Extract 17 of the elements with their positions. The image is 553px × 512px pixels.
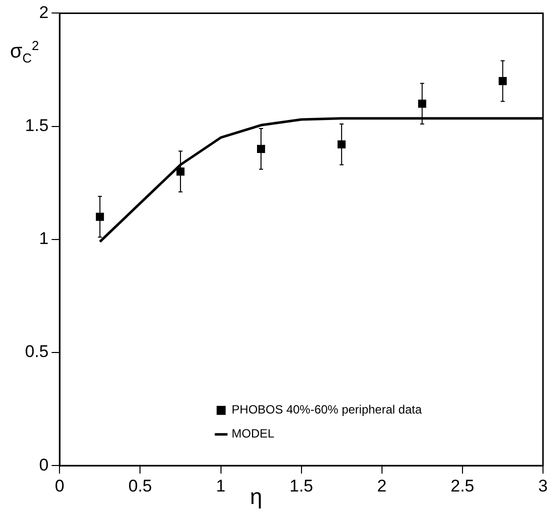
y-tick-label: 1.5 <box>24 116 49 135</box>
x-axis-title: η <box>250 484 262 510</box>
x-tick-label: 2.5 <box>450 476 474 496</box>
legend-label: MODEL <box>232 426 275 441</box>
point <box>96 212 104 221</box>
x-tick-label: 0 <box>54 476 64 496</box>
x-tick-label: 1.5 <box>289 476 314 496</box>
x-tick-label: 3 <box>538 476 548 496</box>
y-tick-label: 1 <box>39 229 49 248</box>
point <box>498 77 507 86</box>
legend-label: PHOBOS 40%-60% peripheral data <box>232 402 422 417</box>
y-tick-label: 0 <box>39 455 49 474</box>
y-tick-label: 2 <box>39 2 49 22</box>
y-tick-label: 0.5 <box>24 342 49 362</box>
x-tick-label: 0.5 <box>128 476 152 496</box>
x-tick-label: 2 <box>377 476 387 496</box>
x-tick-label: 1 <box>216 476 226 496</box>
